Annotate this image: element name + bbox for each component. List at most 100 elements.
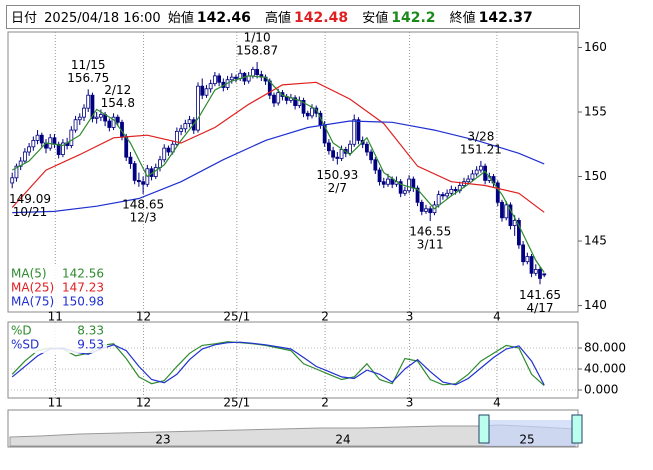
candle-body xyxy=(453,189,458,192)
candle-body xyxy=(234,76,238,79)
candle-body xyxy=(141,181,146,185)
candle-body xyxy=(174,130,179,145)
candle-body xyxy=(56,143,61,155)
candle-body xyxy=(373,159,378,171)
candle-body xyxy=(229,76,234,81)
x-tick-label: 2 xyxy=(321,396,329,410)
candle-body xyxy=(136,179,141,183)
candle-body xyxy=(73,119,78,131)
x-tick-label: 4 xyxy=(493,396,501,410)
y-tick-label: 150 xyxy=(584,169,607,183)
candle-body xyxy=(22,151,27,162)
candle-body xyxy=(39,134,44,144)
candle-body xyxy=(82,107,86,118)
value: 142.37 xyxy=(478,10,533,26)
candle-body xyxy=(183,123,188,130)
line xyxy=(12,120,545,214)
x-tick-label: 3 xyxy=(406,310,414,324)
candle-body xyxy=(529,256,534,274)
value: 142.48 xyxy=(294,10,349,26)
navigator-window[interactable] xyxy=(485,420,577,446)
x-tick-label: 11 xyxy=(48,396,63,410)
candle-body xyxy=(411,178,416,189)
date: 2025/04/18 16:00 xyxy=(44,11,161,26)
candle-body xyxy=(86,94,91,109)
candle-body xyxy=(52,137,57,145)
candle-body xyxy=(500,201,504,219)
x-tick-label: 12 xyxy=(136,310,151,324)
x-tick-label: 25/1 xyxy=(223,310,250,324)
main-frame xyxy=(7,31,579,313)
candle-body xyxy=(377,169,382,183)
y-tick-label: 80.000 xyxy=(584,340,626,354)
candle-body xyxy=(179,128,184,132)
y-tick-label: 155 xyxy=(584,105,607,119)
x-tick-label: 25/1 xyxy=(223,396,250,410)
legend-name: MA(75) xyxy=(11,295,54,309)
annotation-price: 156.75 xyxy=(67,71,109,85)
candle-body xyxy=(115,116,120,123)
candle-body xyxy=(440,194,445,197)
candle-body xyxy=(348,143,352,154)
candle-body xyxy=(436,194,441,206)
candle-body xyxy=(356,119,361,141)
candle-body xyxy=(90,94,95,119)
candle-body xyxy=(208,83,213,90)
candle-body xyxy=(31,139,36,148)
annotation-price: 150.93 xyxy=(316,168,358,182)
candle-body xyxy=(293,97,298,106)
y-tick-label: 40.000 xyxy=(584,362,626,376)
candle-body xyxy=(521,244,526,263)
candle-body xyxy=(187,119,192,125)
navigator-handle[interactable] xyxy=(571,414,583,444)
candle-body xyxy=(212,75,217,85)
annotation-date: 11/15 xyxy=(71,58,106,72)
navigator-label: 23 xyxy=(155,433,170,447)
candle-body xyxy=(352,119,357,145)
candle-body xyxy=(466,178,471,183)
legend-name: MA(5) xyxy=(11,267,47,281)
candle-body xyxy=(542,273,547,276)
annotation-date: 1/10 xyxy=(244,31,271,45)
candle-body xyxy=(276,92,281,104)
label: 日付 xyxy=(11,11,38,26)
candle-body xyxy=(301,99,306,114)
candle-body xyxy=(60,142,65,155)
candle-body xyxy=(478,165,483,171)
annotation-date: 10/21 xyxy=(13,205,48,219)
candle-body xyxy=(339,149,344,159)
candle-body xyxy=(449,189,454,194)
candle-body xyxy=(415,187,420,203)
candle-body xyxy=(128,156,133,165)
candle-body xyxy=(364,143,369,153)
candle-body xyxy=(166,147,171,153)
annotation-date: 2/7 xyxy=(328,181,347,195)
annotation-date: 3/11 xyxy=(417,238,444,252)
candle-body xyxy=(10,177,15,184)
candle-body xyxy=(424,208,428,212)
legend-box xyxy=(9,323,107,353)
candle-body xyxy=(35,134,40,141)
navigator-handle[interactable] xyxy=(478,414,490,444)
line xyxy=(11,75,545,273)
candle-body xyxy=(326,142,331,152)
candle-body xyxy=(398,181,403,194)
candle-body xyxy=(162,147,167,161)
candle-body xyxy=(204,88,209,96)
candle-body xyxy=(407,178,412,192)
x-tick-label: 12 xyxy=(136,396,151,410)
x-tick-label: 2 xyxy=(321,310,329,324)
candle-body xyxy=(474,169,479,175)
candle-body xyxy=(255,69,260,75)
candle-body xyxy=(445,192,450,197)
x-tick-label: 4 xyxy=(493,310,501,324)
candle-body xyxy=(470,173,475,180)
candle-body xyxy=(402,190,407,194)
candle-body xyxy=(27,146,32,153)
candle-body xyxy=(250,69,255,77)
candle-body xyxy=(504,204,509,219)
legend-value: 147.23 xyxy=(62,281,104,295)
candle-body xyxy=(516,219,521,246)
annotation-price: 149.09 xyxy=(9,192,51,206)
